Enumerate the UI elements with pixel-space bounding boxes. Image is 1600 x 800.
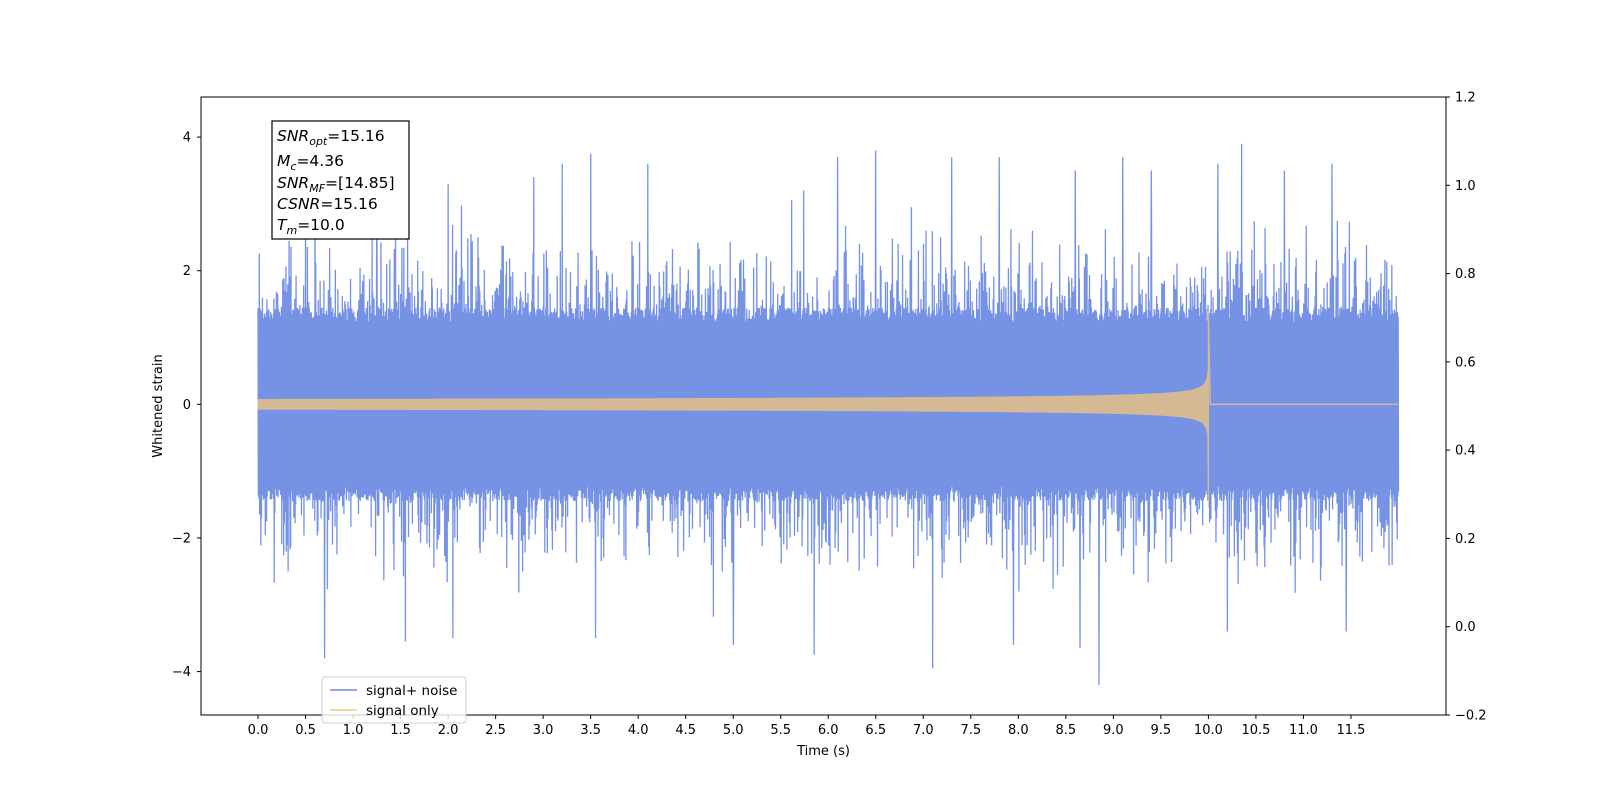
y-right-tick-label: 1.2 xyxy=(1455,91,1476,106)
x-tick-label: 3.5 xyxy=(580,723,601,738)
x-tick-label: 8.5 xyxy=(1056,723,1077,738)
legend-label: signal only xyxy=(366,703,439,719)
x-tick-label: 6.0 xyxy=(818,723,839,738)
x-tick-label: 7.5 xyxy=(960,723,981,738)
y-tick-label: 4 xyxy=(183,131,191,146)
x-tick-label: 10.5 xyxy=(1241,723,1270,738)
x-tick-label: 0.5 xyxy=(295,723,316,738)
x-tick-label: 0.0 xyxy=(248,723,269,738)
y-tick-label: 2 xyxy=(183,264,191,279)
legend-frame xyxy=(321,676,467,724)
y-axis-left: −4 −2 0 2 4 xyxy=(172,131,201,680)
series-signal-only xyxy=(257,312,1399,508)
x-tick-label: 11.0 xyxy=(1289,723,1318,738)
y-right-tick-label: 0.6 xyxy=(1455,355,1476,370)
annotation-line: CSNR=15.16 xyxy=(277,195,378,213)
y-axis-right: −0.2 0.0 0.2 0.4 0.6 0.8 1.0 1.2 xyxy=(1446,91,1487,724)
x-tick-label: 3.0 xyxy=(533,723,554,738)
y-right-tick-label: −0.2 xyxy=(1455,709,1487,724)
annotation-line: Mc=4.36 xyxy=(277,152,344,173)
y-axis-label: Whitened strain xyxy=(151,354,166,457)
x-tick-label: 4.5 xyxy=(675,723,696,738)
x-axis: 0.0 0.5 1.0 1.5 2.0 2.5 3.0 3.5 4.0 4.5 5.0 5.5 6.0 6… xyxy=(248,715,1365,738)
x-tick-label: 5.0 xyxy=(723,723,744,738)
x-tick-label: 9.5 xyxy=(1151,723,1172,738)
x-tick-label: 4.0 xyxy=(628,723,649,738)
y-right-tick-label: 0.0 xyxy=(1455,620,1476,635)
y-right-tick-label: 0.2 xyxy=(1455,532,1476,547)
legend-label: signal+ noise xyxy=(366,683,457,699)
y-tick-label: −2 xyxy=(172,531,191,546)
series-signal-plus-noise xyxy=(257,143,1400,685)
annotation-line: SNRopt=15.16 xyxy=(277,127,385,148)
legend: signal+ noise signal only xyxy=(321,676,467,724)
y-tick-label: 0 xyxy=(183,398,191,413)
snr-annotation-box: SNRopt=15.16 Mc=4.36SNRMF=[14.85]CSNR=15.… xyxy=(271,120,410,240)
x-axis-label: Time (s) xyxy=(796,744,850,759)
x-tick-label: 2.5 xyxy=(485,723,506,738)
annotation-frame xyxy=(271,120,410,240)
y-tick-label: −4 xyxy=(172,665,191,680)
x-tick-label: 6.5 xyxy=(865,723,886,738)
x-tick-label: 9.0 xyxy=(1103,723,1124,738)
x-tick-label: 5.5 xyxy=(770,723,791,738)
x-tick-label: 1.0 xyxy=(343,723,364,738)
x-tick-label: 8.0 xyxy=(1008,723,1029,738)
axes-frame xyxy=(200,96,1447,716)
y-right-tick-label: 0.4 xyxy=(1455,444,1476,459)
y-right-tick-label: 1.0 xyxy=(1455,179,1476,194)
y-right-tick-label: 0.8 xyxy=(1455,267,1476,282)
x-tick-label: 2.0 xyxy=(438,723,459,738)
annotation-line: SNRMF=[14.85] xyxy=(277,174,395,195)
x-tick-label: 7.0 xyxy=(913,723,934,738)
x-tick-label: 11.5 xyxy=(1336,723,1365,738)
x-tick-label: 10.0 xyxy=(1194,723,1223,738)
annotation-line: Tm=10.0 xyxy=(277,216,345,237)
x-tick-label: 1.5 xyxy=(390,723,411,738)
